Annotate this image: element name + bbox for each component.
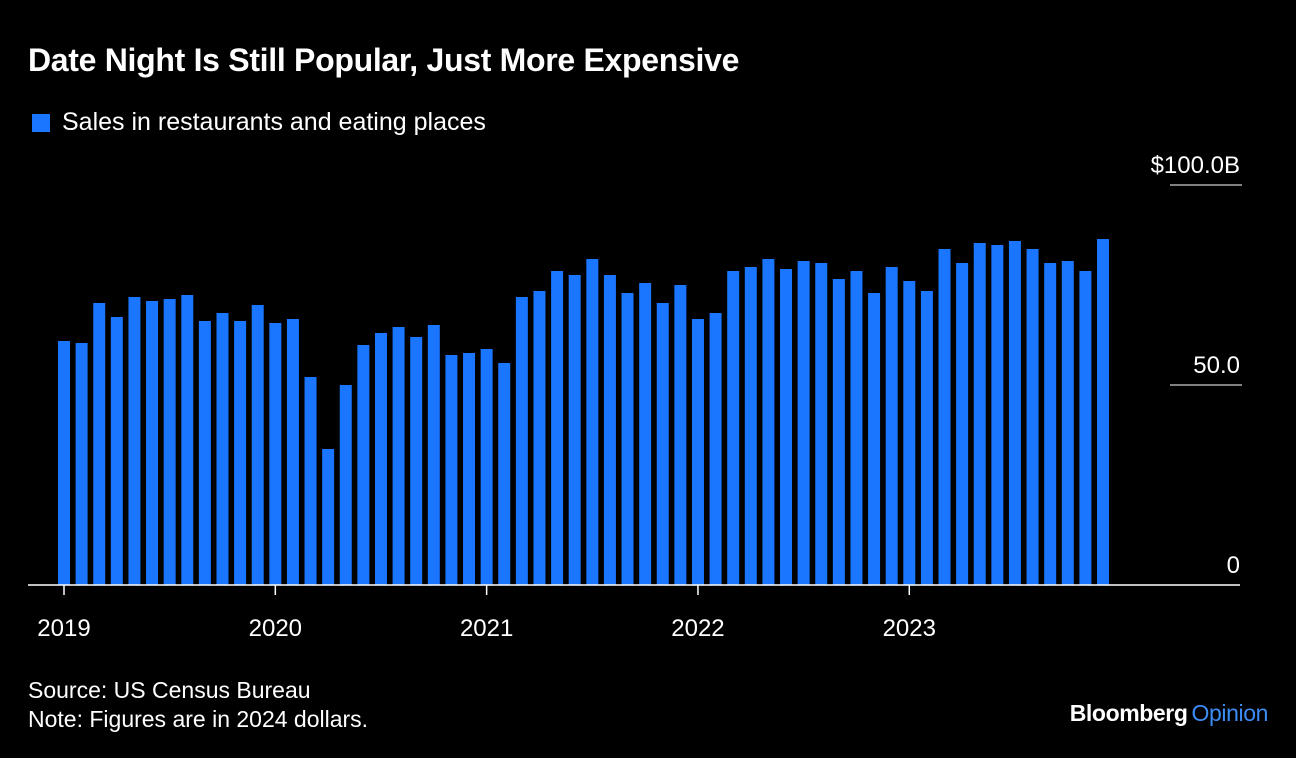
bar-2021-03 [515, 297, 528, 585]
bar-2023-08 [1026, 249, 1039, 585]
x-tick-label: 2020 [249, 615, 302, 642]
bar-2022-04 [744, 267, 757, 585]
bar-2022-06 [780, 269, 793, 585]
bar-2020-10 [427, 325, 440, 585]
x-tick-label: 2022 [671, 615, 724, 642]
bar-2020-09 [410, 337, 423, 585]
y-tick-label: 50.0 [1193, 352, 1240, 379]
bar-2023-07 [1008, 241, 1021, 585]
bar-2019-03 [93, 303, 106, 585]
bar-2019-11 [234, 321, 247, 585]
bar-2019-05 [128, 297, 141, 585]
bar-chart: 0 50.0 $100.0B 2019 2020 2021 2022 2023 [28, 152, 1242, 642]
bar-2021-04 [533, 291, 546, 585]
bar-2022-08 [815, 263, 828, 585]
bar-2022-11 [868, 293, 881, 585]
bar-2022-12 [885, 267, 898, 585]
figures-note: Note: Figures are in 2024 dollars. [28, 706, 369, 732]
bar-2019-04 [110, 317, 123, 585]
bar-2020-11 [445, 355, 458, 585]
bar-2021-12 [674, 285, 687, 585]
bar-2020-06 [357, 345, 370, 585]
bar-2023-02 [920, 291, 933, 585]
bar-2023-05 [973, 243, 986, 585]
bar-2019-12 [251, 305, 264, 585]
bar-2019-06 [146, 301, 159, 585]
bar-2021-06 [568, 275, 581, 585]
bar-2021-02 [498, 363, 511, 585]
bar-2023-06 [991, 245, 1004, 585]
bar-2022-05 [762, 259, 775, 585]
x-tick-label: 2019 [37, 615, 90, 642]
x-tick-label: 2023 [883, 615, 936, 642]
bar-2020-05 [339, 385, 352, 585]
bar-2023-09 [1044, 263, 1057, 585]
bar-2023-11 [1079, 271, 1092, 585]
bar-2019-07 [163, 299, 176, 585]
bar-2020-08 [392, 327, 405, 585]
bar-2021-11 [656, 303, 669, 585]
bar-2022-09 [832, 279, 845, 585]
brand-name: Bloomberg [1069, 700, 1188, 726]
y-tick-label: 0 [1227, 552, 1240, 579]
chart-legend: Sales in restaurants and eating places [32, 108, 486, 137]
bar-2019-09 [198, 321, 211, 585]
bar-2023-04 [956, 263, 969, 585]
chart-title: Date Night Is Still Popular, Just More E… [28, 42, 740, 78]
bar-2023-01 [903, 281, 916, 585]
y-tick-label: $100.0B [1151, 152, 1240, 179]
bar-2019-02 [75, 343, 88, 585]
legend-label: Sales in restaurants and eating places [62, 108, 486, 136]
bar-2021-01 [480, 349, 493, 585]
bar-2022-01 [691, 319, 704, 585]
bar-2022-02 [709, 313, 722, 585]
bar-2021-09 [621, 293, 634, 585]
bar-2020-01 [269, 323, 282, 585]
brand-suffix: Opinion [1191, 700, 1269, 726]
brand-logo: Bloomberg Opinion [1069, 700, 1269, 727]
bar-2022-03 [727, 271, 740, 585]
bar-2022-10 [850, 271, 863, 585]
chart-footer: Source: US Census Bureau Note: Figures a… [28, 676, 368, 734]
bar-2023-03 [938, 249, 951, 585]
bar-2020-04 [322, 449, 335, 585]
bar-2020-03 [304, 377, 317, 585]
bar-2020-07 [374, 333, 387, 585]
bar-2019-10 [216, 313, 229, 585]
bar-2021-07 [586, 259, 599, 585]
bar-2019-08 [181, 295, 194, 585]
bar-2021-08 [603, 275, 616, 585]
bar-2021-10 [639, 283, 652, 585]
x-tick-label: 2021 [460, 615, 513, 642]
source-note: Source: US Census Bureau [28, 677, 311, 703]
bar-2021-05 [551, 271, 564, 585]
bar-2020-02 [286, 319, 299, 585]
bar-2022-07 [797, 261, 810, 585]
bar-2023-10 [1061, 261, 1074, 585]
bar-2023-12 [1097, 239, 1109, 585]
legend-swatch [32, 113, 50, 132]
bar-2020-12 [463, 353, 476, 585]
bar-2019-01 [58, 341, 70, 585]
